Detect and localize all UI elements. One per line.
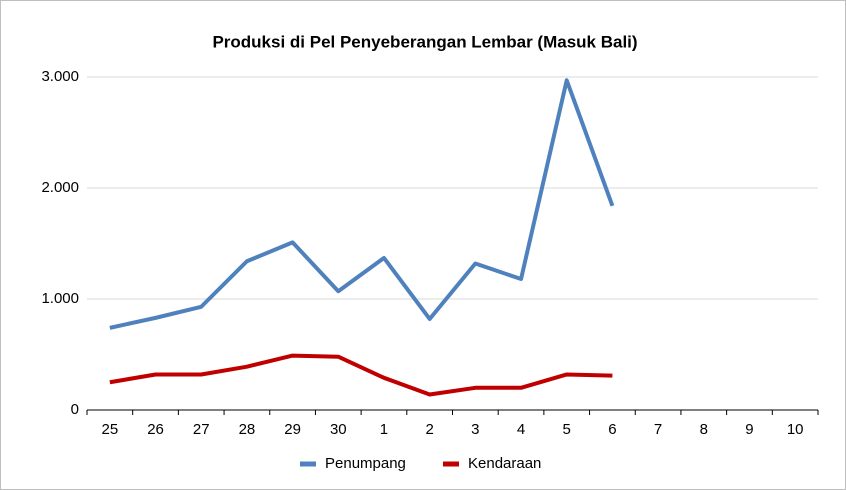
y-tick-label: 1.000 (41, 290, 79, 307)
x-tick-label: 1 (380, 421, 388, 438)
x-tick-label: 5 (563, 421, 571, 438)
x-tick-label: 2 (425, 421, 433, 438)
x-tick-label: 25 (102, 421, 119, 438)
x-tick-label: 9 (745, 421, 753, 438)
series-line (109, 78, 615, 330)
x-tick-label: 30 (330, 421, 347, 438)
legend-label: Penumpang (325, 455, 406, 472)
x-tick-label: 7 (654, 421, 662, 438)
y-tick-label: 2.000 (41, 179, 79, 196)
legend-label: Kendaraan (468, 455, 541, 472)
x-tick-label: 29 (284, 421, 301, 438)
x-tick-label: 3 (471, 421, 479, 438)
series-line (109, 353, 613, 397)
x-tick-label: 28 (239, 421, 256, 438)
x-tick-label: 8 (700, 421, 708, 438)
y-tick-label: 0 (71, 401, 79, 418)
x-tick-label: 27 (193, 421, 210, 438)
x-tick-label: 26 (147, 421, 164, 438)
x-tick-label: 6 (608, 421, 616, 438)
x-tick-label: 4 (517, 421, 525, 438)
x-tick-label: 10 (787, 421, 804, 438)
y-tick-label: 3.000 (41, 68, 79, 85)
chart-title: Produksi di Pel Penyeberangan Lembar (Ma… (212, 32, 637, 51)
